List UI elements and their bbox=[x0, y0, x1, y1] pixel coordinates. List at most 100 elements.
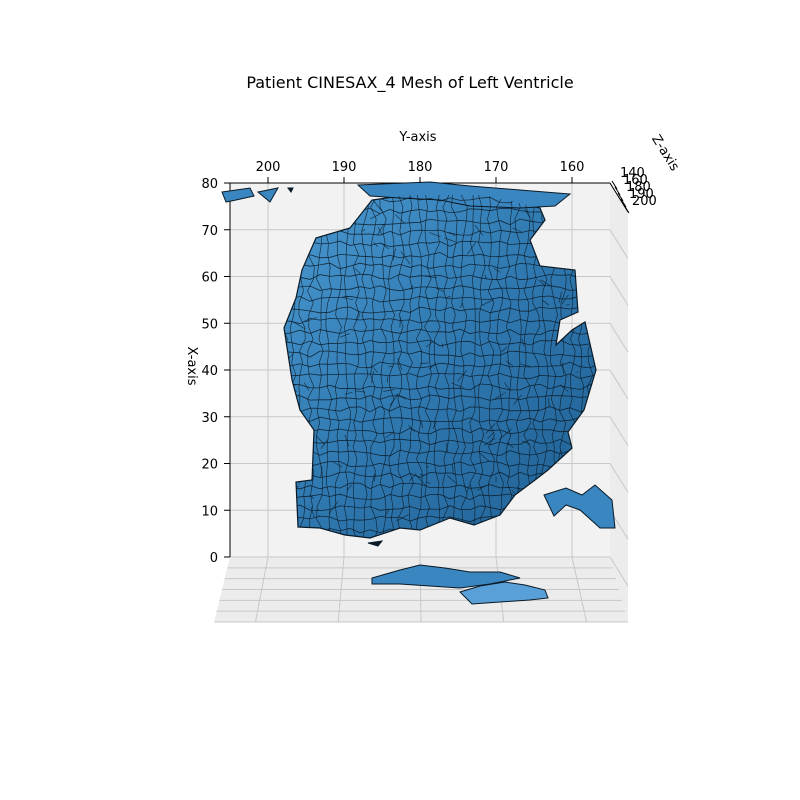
mesh-edge-col bbox=[469, 194, 477, 538]
mesh-edge-diag bbox=[320, 438, 329, 450]
mesh-edge-diag bbox=[344, 295, 349, 297]
mesh-edge-diag bbox=[385, 509, 390, 516]
mesh-edge-diag bbox=[435, 287, 445, 293]
mesh-edge-row bbox=[284, 318, 596, 325]
mesh-edge-diag bbox=[487, 432, 495, 439]
lv-mesh-fragment-top-left-b bbox=[256, 187, 279, 203]
mesh-edge-diag bbox=[304, 317, 317, 323]
mesh-edge-diag bbox=[315, 435, 326, 445]
mesh-edge-diag bbox=[542, 299, 550, 306]
mesh-edge-row bbox=[284, 438, 596, 446]
mesh-edge-diag bbox=[444, 237, 457, 243]
mesh-edge-col bbox=[424, 194, 432, 538]
mesh-edge-diag bbox=[392, 248, 396, 261]
mesh-edge-diag bbox=[426, 465, 429, 469]
side-gridline-x-40 bbox=[609, 369, 629, 400]
mesh-edge-diag bbox=[388, 365, 394, 368]
mesh-edge-diag bbox=[408, 425, 416, 432]
lv-mesh-fragment-floor-b bbox=[459, 581, 549, 605]
mesh-edge-col bbox=[514, 194, 522, 538]
mesh-edge-diag bbox=[558, 291, 562, 303]
mesh-edge-diag bbox=[354, 267, 361, 274]
z-tick-label-4: 200 bbox=[632, 194, 657, 209]
mesh-edge-diag bbox=[484, 438, 496, 446]
mesh-edge-diag bbox=[484, 274, 487, 279]
mesh-edge-diag bbox=[395, 214, 405, 224]
mesh-edge-diag bbox=[346, 484, 353, 492]
mesh-edge-diag bbox=[446, 296, 451, 298]
mesh-edge-diag bbox=[420, 362, 429, 364]
mesh-edge-diag bbox=[457, 370, 468, 382]
mesh-edge-diag bbox=[561, 294, 569, 305]
x-tick-label-50: 50 bbox=[201, 317, 218, 332]
mesh-edge-diag bbox=[493, 268, 501, 273]
mesh-edge-diag bbox=[320, 466, 323, 478]
mesh-edge-diag bbox=[562, 362, 564, 375]
mesh-edge-diag bbox=[505, 360, 514, 367]
mesh-edge-diag bbox=[524, 208, 531, 218]
mesh-edge-diag bbox=[414, 473, 427, 487]
mesh-edge-diag bbox=[389, 393, 399, 406]
mesh-edge-diag bbox=[400, 251, 411, 265]
mesh-edge-diag bbox=[425, 340, 434, 348]
mesh-edge-diag bbox=[428, 362, 437, 370]
mesh-edge-col bbox=[496, 194, 504, 538]
side-gridline-x-60 bbox=[609, 276, 629, 306]
mesh-edge-diag bbox=[494, 392, 507, 400]
mesh-edge-col bbox=[388, 194, 395, 538]
mesh-edge-diag bbox=[521, 338, 525, 347]
mesh-edge-diag bbox=[318, 515, 321, 517]
mesh-edge-diag bbox=[383, 389, 395, 392]
mesh-edge-col bbox=[415, 194, 423, 538]
mesh-edge-col bbox=[433, 194, 441, 538]
mesh-edge-col bbox=[451, 194, 459, 538]
z-tick-mark-0 bbox=[611, 180, 618, 190]
mesh-edge-diag bbox=[512, 227, 522, 233]
mesh-edge-row bbox=[284, 339, 596, 347]
mesh-edge-diag bbox=[449, 231, 456, 237]
mesh-edge-col bbox=[316, 194, 324, 538]
y-tick-label-160: 160 bbox=[560, 160, 585, 175]
mesh-edge-diag bbox=[344, 391, 353, 395]
mesh-edge-diag bbox=[316, 509, 320, 511]
x-tick-label-0: 0 bbox=[210, 551, 218, 566]
x-axis-label: X-axis bbox=[184, 347, 199, 386]
mesh-edge-diag bbox=[478, 451, 490, 462]
mesh-edge-diag bbox=[566, 304, 570, 306]
mesh-edge-diag bbox=[372, 366, 378, 373]
mesh-edge-diag bbox=[361, 229, 366, 232]
mesh-edge-diag bbox=[538, 279, 546, 286]
mesh-edge-row bbox=[284, 416, 596, 424]
y-tick-label-190: 190 bbox=[332, 160, 357, 175]
mesh-edge-diag bbox=[451, 463, 454, 476]
mesh-edge-col bbox=[397, 194, 405, 538]
lv-mesh-fragment-top-left-c bbox=[287, 187, 294, 193]
mesh-edge-diag bbox=[373, 241, 379, 247]
lv-mesh-fragment-bottom-dot bbox=[367, 540, 384, 547]
mesh-edge-diag bbox=[292, 321, 306, 330]
mesh-edge-diag bbox=[446, 443, 448, 453]
z-tick-mark-1 bbox=[614, 186, 621, 196]
mesh-edge-diag bbox=[451, 382, 464, 388]
mesh-edge-diag bbox=[303, 382, 310, 391]
mesh-edge-col bbox=[460, 194, 468, 538]
mesh-edge-diag bbox=[446, 475, 457, 484]
z-tick-mark-2 bbox=[617, 192, 624, 202]
mesh-edge-diag bbox=[344, 434, 350, 447]
mesh-edge-row bbox=[284, 372, 596, 380]
mesh-edge-diag bbox=[409, 474, 416, 482]
lv-mesh-fragment-right-a bbox=[543, 484, 616, 529]
mesh-edge-diag bbox=[424, 275, 438, 279]
mesh-edge-row bbox=[284, 460, 596, 468]
mesh-edge-col bbox=[370, 194, 378, 538]
mesh-edge-diag bbox=[485, 423, 496, 434]
z-tick-label-0: 140 bbox=[620, 166, 645, 181]
y-ticks: 200 190 180 170 160 bbox=[256, 160, 585, 183]
mesh-edge-col bbox=[442, 194, 450, 538]
mesh-edge-diag bbox=[466, 484, 470, 493]
lv-mesh-fragment-floor-a bbox=[371, 564, 521, 589]
mesh-edge-diag bbox=[380, 242, 390, 250]
lv-mesh-fragment-top-left-a bbox=[221, 187, 255, 203]
mesh-edge-row bbox=[284, 405, 596, 413]
